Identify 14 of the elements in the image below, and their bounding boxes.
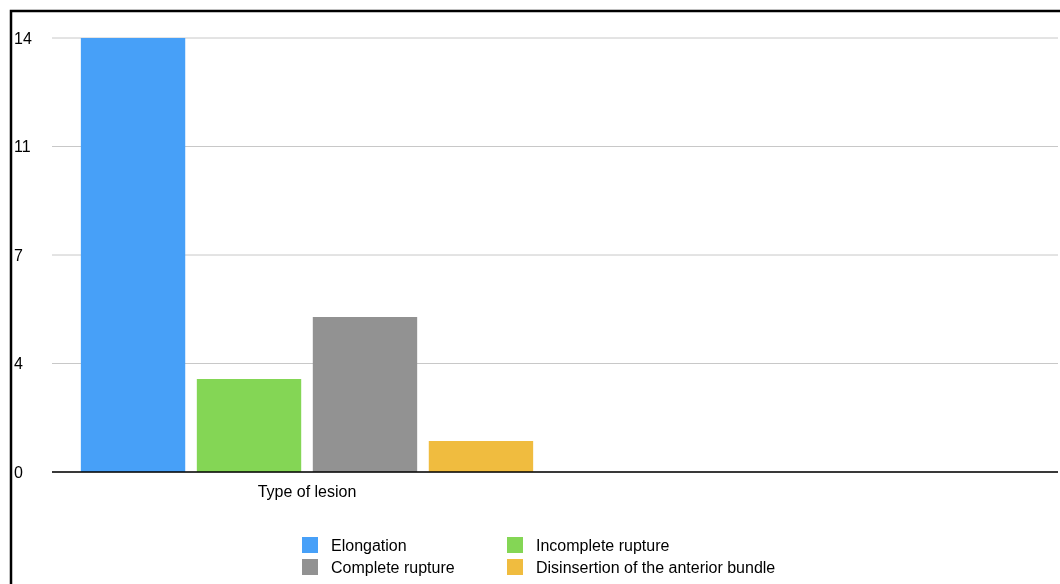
y-tick-label: 14 bbox=[14, 29, 32, 47]
legend-label: Complete rupture bbox=[331, 559, 455, 576]
y-tick-label: 11 bbox=[14, 138, 31, 156]
y-tick-label: 7 bbox=[14, 246, 23, 264]
bar bbox=[312, 317, 418, 472]
x-tick-label: Type of lesion bbox=[257, 483, 357, 501]
bar bbox=[196, 379, 302, 472]
y-tick-label: 4 bbox=[14, 355, 23, 373]
bar bbox=[428, 441, 534, 472]
bar bbox=[80, 38, 186, 472]
legend-label: Incomplete rupture bbox=[536, 537, 670, 554]
y-tick-label: 0 bbox=[14, 463, 23, 481]
legend-label: Disinsertion of the anterior bundle bbox=[536, 559, 776, 576]
legend-label: Elongation bbox=[331, 537, 407, 554]
